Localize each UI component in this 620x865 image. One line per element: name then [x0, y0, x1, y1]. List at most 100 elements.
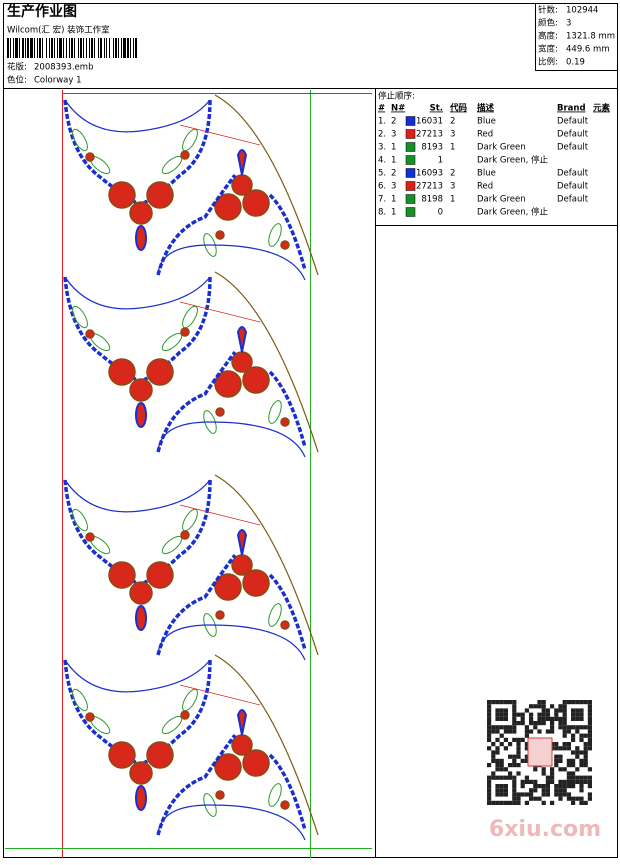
- qr-module: [587, 746, 592, 751]
- qr-module: [566, 784, 571, 789]
- info-value: 449.6 mm: [566, 45, 610, 55]
- qr-module: [579, 763, 584, 768]
- qr-module: [545, 729, 550, 734]
- qr-module: [520, 779, 525, 784]
- bar: [94, 38, 95, 58]
- qr-module: [562, 746, 567, 751]
- cell-description: Red: [477, 182, 493, 192]
- cell-needle: 1: [391, 156, 396, 166]
- bar: [69, 38, 70, 58]
- qr-module: [587, 729, 592, 734]
- cell-stitches: 8198: [421, 195, 443, 205]
- qr-module: [579, 700, 584, 705]
- qr-module: [512, 800, 517, 805]
- qr-module: [554, 742, 559, 747]
- cell-index: 5.: [378, 169, 386, 179]
- qr-module: [545, 708, 550, 713]
- qr-module: [562, 704, 567, 709]
- cell-stitches: 1: [438, 156, 443, 166]
- barcode: [7, 38, 137, 58]
- cell-code: 2: [450, 117, 455, 127]
- cell-brand: Default: [557, 182, 589, 192]
- qr-module: [575, 779, 580, 784]
- qr-module: [575, 716, 580, 721]
- motif: [63, 93, 320, 282]
- qr-module: [537, 704, 542, 709]
- cell-stitches: 27213: [416, 182, 443, 192]
- bar: [135, 38, 137, 58]
- qr-module: [550, 779, 555, 784]
- qr-module: [499, 763, 504, 768]
- qr-module: [571, 737, 576, 742]
- qr-module: [524, 800, 529, 805]
- qr-module: [495, 767, 500, 772]
- colorway-label: 色位:: [7, 75, 27, 86]
- qr-module: [554, 758, 559, 763]
- cell-code: 3: [450, 130, 455, 140]
- qr-module: [499, 712, 504, 717]
- cell-stitches: 8193: [421, 143, 443, 153]
- qr-module: [562, 700, 567, 705]
- cell-index: 4.: [378, 156, 386, 166]
- qr-module: [533, 796, 538, 801]
- qr-module: [550, 771, 555, 776]
- qr-module: [587, 708, 592, 713]
- qr-module: [587, 779, 592, 784]
- color-swatch: [405, 142, 416, 152]
- qr-module: [587, 704, 592, 709]
- design-label: 花版:: [7, 62, 27, 73]
- cell-description: Blue: [477, 169, 496, 179]
- qr-module: [524, 754, 529, 759]
- qr-module: [508, 800, 513, 805]
- qr-module: [499, 792, 504, 797]
- qr-module: [508, 771, 513, 776]
- bar: [66, 38, 67, 58]
- qr-module: [520, 721, 525, 726]
- qr-module: [487, 800, 492, 805]
- qr-module: [571, 800, 576, 805]
- qr-module: [495, 775, 500, 780]
- column-header: #: [378, 104, 385, 114]
- qr-module: [491, 700, 496, 705]
- bar: [121, 38, 122, 58]
- qr-module: [520, 716, 525, 721]
- cell-description: Dark Green: [477, 195, 526, 205]
- qr-logo: [527, 737, 553, 767]
- bar: [80, 38, 82, 58]
- qr-module: [587, 767, 592, 772]
- qr-module: [566, 758, 571, 763]
- cell-index: 8.: [378, 208, 386, 218]
- qr-module: [503, 784, 508, 789]
- qr-module: [503, 767, 508, 772]
- qr-module: [571, 733, 576, 738]
- bar: [123, 38, 126, 58]
- cell-description: Dark Green, 停止: [477, 155, 549, 166]
- qr-module: [499, 788, 504, 793]
- qr-module: [533, 767, 538, 772]
- qr-module: [524, 775, 529, 780]
- colorway-value: Colorway 1: [34, 76, 82, 86]
- bar: [89, 38, 90, 58]
- qr-module: [495, 750, 500, 755]
- cell-index: 7.: [378, 195, 386, 205]
- qr-module: [579, 775, 584, 780]
- qr-module: [495, 758, 500, 763]
- qr-module: [587, 712, 592, 717]
- qr-module: [575, 767, 580, 772]
- qr-module: [571, 784, 576, 789]
- qr-module: [508, 725, 513, 730]
- qr-module: [524, 758, 529, 763]
- bar: [13, 38, 14, 58]
- qr-module: [566, 729, 571, 734]
- qr-module: [487, 733, 492, 738]
- cell-brand: Default: [557, 117, 589, 127]
- qr-module: [571, 708, 576, 713]
- qr-module: [512, 721, 517, 726]
- qr-module: [583, 800, 588, 805]
- qr-module: [566, 775, 571, 780]
- qr-module: [512, 792, 517, 797]
- column-header: 代码: [449, 103, 468, 114]
- info-value: 1321.8 mm: [566, 32, 615, 42]
- qr-module: [558, 779, 563, 784]
- qr-module: [587, 716, 592, 721]
